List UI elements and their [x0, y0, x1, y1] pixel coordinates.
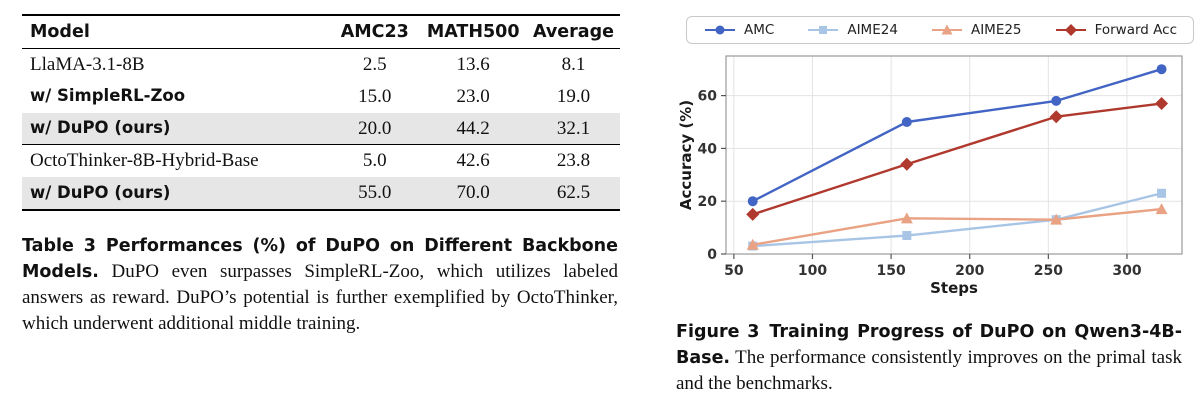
header-row: Model AMC23 MATH500 Average: [22, 15, 620, 49]
table-group: LlaMA-3.1-8B 2.5 13.6 8.1 w/ SimpleRL-Zoo 15.…: [22, 49, 620, 145]
circle-marker: [901, 117, 912, 127]
table-group: OctoThinker-8B-Hybrid-Base 5.0 42.6 23.8 w/ …: [22, 144, 620, 210]
triangle-marker: [900, 212, 913, 224]
figure-caption: Figure 3 Training Progress of DuPO on Qwe…: [676, 319, 1182, 398]
model-cell: LlaMA-3.1-8B: [30, 54, 145, 75]
x-tick-label: 300: [1112, 263, 1141, 279]
value-cell: 13.6: [456, 54, 490, 75]
diamond-legend-marker-icon: [1055, 24, 1086, 36]
value-cell: 42.6: [419, 144, 527, 177]
table-row: OctoThinker-8B-Hybrid-Base 5.0 42.6 23.8: [22, 144, 620, 177]
x-tick-label: 150: [876, 263, 905, 279]
table-row: w/ DuPO (ours) 55.0 70.0 62.5: [22, 177, 620, 210]
legend-label: Forward Acc: [1094, 22, 1177, 38]
y-axis-label: Accuracy (%): [677, 100, 695, 210]
square-marker: [902, 231, 912, 241]
x-tick-label: 50: [724, 263, 744, 279]
table-caption-label: Table 3: [22, 235, 96, 256]
diamond-marker: [1155, 97, 1169, 111]
chart-plot: 50 100 150 200 250 300 0 20 40 60 Steps Accuracy (%…: [677, 55, 1183, 297]
circle-marker: [1051, 95, 1062, 106]
table-row: w/ SimpleRL-Zoo 15.0 23.0 19.0: [22, 81, 620, 113]
legend-item-amc: AMC: [703, 22, 774, 38]
value-cell: 15.0: [358, 85, 392, 107]
value-cell: 19.0: [556, 85, 591, 107]
x-axis-label: Steps: [930, 279, 978, 297]
table-header: Model AMC23 MATH500 Average: [22, 15, 620, 49]
x-tick-label: 200: [955, 263, 984, 279]
square-legend-marker-icon: [808, 26, 839, 34]
diamond-marker: [900, 157, 914, 171]
circle-marker: [1156, 64, 1167, 75]
figure-caption-title: Training Progress of DuPO on Qwen3-4B-Ba…: [676, 322, 1182, 369]
table-caption: Table 3 Performances (%) of DuPO on Diffe…: [22, 233, 618, 338]
legend-item-aime24: AIME24: [806, 22, 898, 38]
figure-caption-label: Figure 3: [676, 322, 760, 342]
legend-label: AIME25: [970, 22, 1022, 38]
triangle-legend-marker-icon: [931, 24, 962, 35]
series-line-aime24: [752, 192, 1162, 248]
value-cell: 8.1: [561, 54, 586, 75]
plot-border: [725, 55, 1183, 255]
diamond-marker: [746, 207, 760, 221]
legend-item-forward-acc: Forward Acc: [1054, 22, 1177, 38]
value-cell: 32.1: [556, 117, 591, 139]
model-cell: w/ SimpleRL-Zoo: [30, 86, 186, 106]
table-row: w/ DuPO (ours) 20.0 44.2 32.1: [22, 112, 620, 145]
table-caption-title: Performances (%) of DuPO on Different Ba…: [22, 235, 618, 282]
value-cell: 62.5: [556, 182, 591, 203]
circle-legend-marker-icon: [705, 25, 735, 35]
model-cell: OctoThinker-8B-Hybrid-Base: [22, 144, 331, 177]
legend-label: AIME24: [847, 22, 898, 38]
square-marker: [1157, 188, 1167, 198]
y-tick-label: 20: [698, 194, 718, 210]
value-cell: 44.2: [456, 117, 490, 139]
line-chart: AMC AIME24 AIME25 Forward Acc 50 100 150 200 25…: [676, 16, 1198, 303]
legend-item-aime25: AIME25: [930, 22, 1022, 38]
value-cell: 2.5: [362, 54, 387, 75]
value-cell: 55.0: [358, 182, 392, 203]
x-tick-label: 100: [798, 263, 827, 279]
value-cell: 70.0: [456, 182, 490, 203]
value-cell: 23.0: [456, 85, 490, 107]
value-cell: 5.0: [330, 144, 420, 177]
x-tick-label: 250: [1034, 263, 1063, 279]
triangle-marker: [1155, 203, 1168, 215]
y-tick-label: 40: [698, 141, 718, 157]
figure-panel: AMC AIME24 AIME25 Forward Acc 50 100 150 200 25…: [676, 14, 1198, 398]
col-header-average: Average: [526, 15, 620, 49]
table-row: LlaMA-3.1-8B 2.5 13.6 8.1: [22, 49, 620, 81]
diamond-marker: [1049, 110, 1063, 124]
value-cell: 23.8: [526, 144, 620, 177]
col-header-amc23: AMC23: [330, 15, 420, 49]
y-tick-label: 0: [707, 247, 717, 263]
col-header-math500: MATH500: [419, 15, 527, 49]
value-cell: 20.0: [358, 117, 392, 139]
col-header-model: Model: [22, 15, 331, 49]
series-line-amc: [752, 68, 1162, 203]
legend-label: AMC: [744, 22, 775, 38]
figure-caption-text: The performance consistently improves on…: [676, 347, 1182, 395]
paper-figure-page: Model AMC23 MATH500 Average LlaMA-3.1-8B…: [22, 14, 1198, 398]
y-tick-label: 60: [698, 89, 718, 105]
results-table: Model AMC23 MATH500 Average LlaMA-3.1-8B…: [22, 14, 620, 211]
series-line-forward-acc: [752, 102, 1162, 216]
chart-legend: AMC AIME24 AIME25 Forward Acc: [686, 16, 1194, 44]
table-caption-text: DuPO even surpasses SimpleRL-Zoo, which …: [22, 260, 619, 335]
triangle-marker: [746, 238, 759, 250]
table-panel: Model AMC23 MATH500 Average LlaMA-3.1-8B…: [22, 14, 634, 398]
triangle-marker: [1050, 213, 1063, 225]
model-cell: w/ DuPO (ours): [30, 118, 171, 138]
circle-marker: [747, 196, 758, 207]
series-line-aime25: [752, 207, 1162, 246]
model-cell: w/ DuPO (ours): [30, 182, 171, 202]
